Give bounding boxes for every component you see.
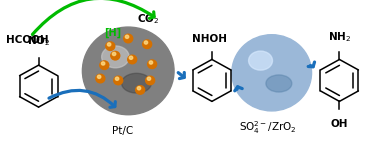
Circle shape: [125, 35, 129, 38]
Text: NH$_2$: NH$_2$: [328, 30, 351, 44]
Circle shape: [82, 27, 174, 115]
Circle shape: [96, 74, 105, 83]
Circle shape: [129, 56, 133, 59]
Text: [H]: [H]: [104, 28, 121, 38]
Circle shape: [114, 76, 123, 85]
Ellipse shape: [249, 51, 273, 70]
Circle shape: [98, 75, 101, 78]
Circle shape: [115, 77, 119, 80]
Circle shape: [111, 51, 120, 60]
Circle shape: [143, 40, 152, 49]
Circle shape: [106, 42, 115, 50]
Ellipse shape: [266, 75, 292, 92]
Circle shape: [146, 76, 155, 85]
Circle shape: [147, 77, 151, 80]
Text: OH: OH: [331, 119, 348, 129]
Circle shape: [124, 34, 133, 43]
Text: SO$_4^{2-}$/ZrO$_2$: SO$_4^{2-}$/ZrO$_2$: [239, 119, 297, 136]
Circle shape: [137, 87, 141, 90]
Ellipse shape: [102, 46, 129, 68]
Circle shape: [136, 86, 145, 94]
Text: HCOOH: HCOOH: [6, 35, 48, 45]
Text: Pt/C: Pt/C: [112, 126, 133, 136]
Circle shape: [101, 62, 105, 65]
Text: NHOH: NHOH: [192, 34, 228, 44]
Circle shape: [112, 52, 116, 56]
Circle shape: [232, 35, 311, 111]
Ellipse shape: [122, 73, 151, 93]
Circle shape: [100, 61, 109, 69]
Circle shape: [128, 55, 137, 64]
Circle shape: [149, 61, 153, 64]
Circle shape: [144, 41, 148, 44]
Circle shape: [148, 60, 156, 69]
Text: CO$_2$: CO$_2$: [137, 12, 160, 26]
Circle shape: [107, 43, 111, 46]
Text: NO$_2$: NO$_2$: [27, 34, 50, 48]
